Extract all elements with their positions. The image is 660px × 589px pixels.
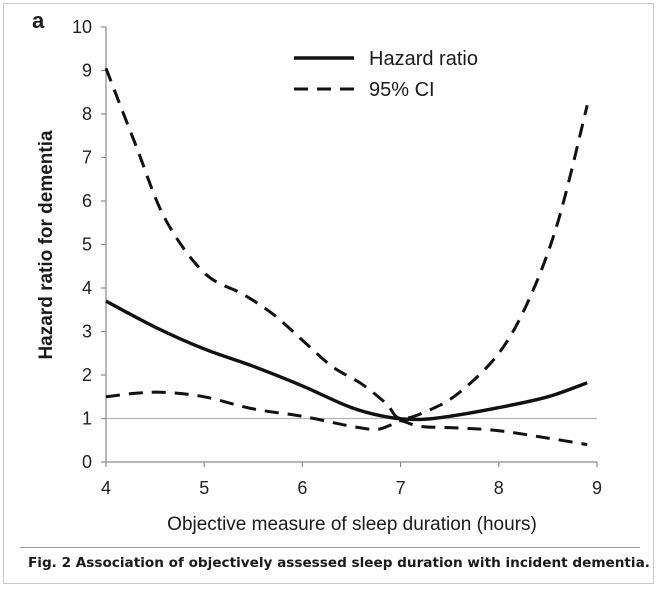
x-axis-title: Objective measure of sleep duration (hou… [167,514,537,535]
y-tick-label: 6 [82,191,92,211]
hazard-ratio-line [105,299,588,422]
y-tick-label: 5 [82,235,92,255]
y-tick-label: 3 [82,322,92,342]
series-layer [104,67,589,447]
y-tick-label: 4 [82,278,92,298]
legend-label-hazard-ratio: Hazard ratio [369,48,478,70]
ci-lower-line [105,390,588,447]
x-tick-label: 8 [494,478,504,498]
y-axis-title: Hazard ratio for dementia [36,130,57,360]
chart: 0 1 2 3 4 5 6 7 8 9 10 4 5 6 7 8 9 Hazard ratio 95% CI Ha… [36,17,602,535]
y-tick-label: 2 [82,365,92,385]
caption-divider [20,547,640,548]
y-tick-label: 0 [82,452,92,472]
y-tick-label: 7 [82,148,92,168]
y-tick-label: 1 [82,409,92,429]
y-tick-label: 10 [72,17,92,37]
x-tick-label: 6 [297,478,307,498]
legend: Hazard ratio 95% CI [294,48,478,101]
panel-letter: a [32,8,45,33]
x-tick-label: 7 [396,478,406,498]
axes: 0 1 2 3 4 5 6 7 8 9 10 4 5 6 7 8 9 [72,17,602,498]
x-tick-label: 4 [101,478,111,498]
x-tick-label: 5 [199,478,209,498]
y-tick-label: 9 [82,61,92,81]
x-tick-label: 9 [592,478,602,498]
figure-frame [3,3,654,584]
figure-caption: Fig. 2 Association of objectively assess… [28,555,650,571]
y-tick-label: 8 [82,104,92,124]
legend-label-ci: 95% CI [369,79,435,101]
ci-upper-line [104,67,589,421]
